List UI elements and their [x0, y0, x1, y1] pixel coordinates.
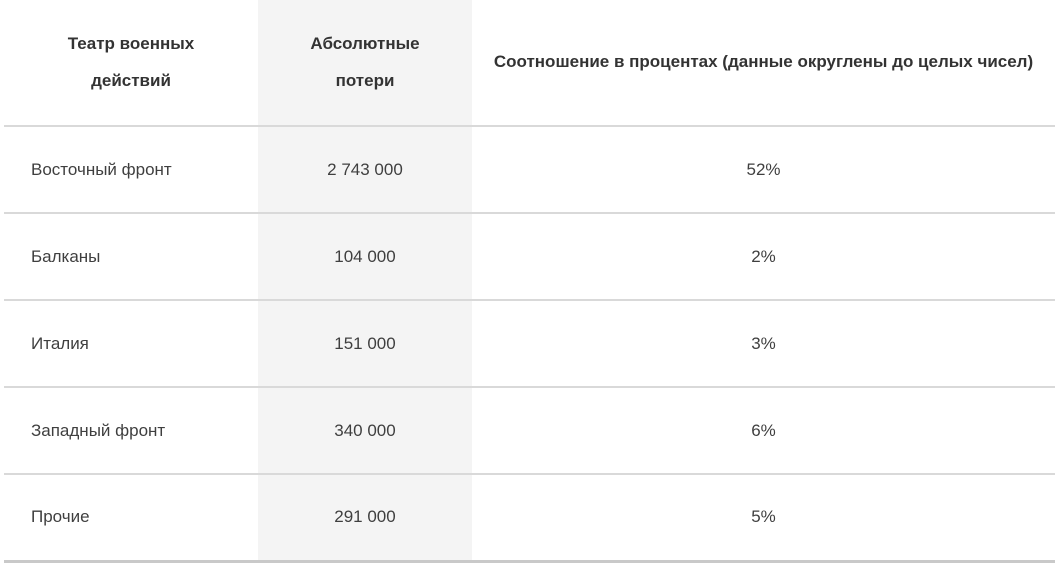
theater-cell: Западный фронт [4, 387, 258, 475]
theater-cell: Балканы [4, 213, 258, 301]
header-losses-label: Абсолютные потери [310, 33, 420, 90]
header-row: Театр военных действий Абсолютные потери… [4, 0, 1055, 127]
theater-cell: Италия [4, 300, 258, 388]
header-losses: Абсолютные потери [258, 0, 472, 127]
header-theater-label: Театр военных действий [67, 33, 195, 90]
losses-cell: 291 000 [258, 474, 472, 563]
percent-cell: 2% [472, 213, 1055, 301]
percent-cell: 6% [472, 387, 1055, 475]
table-row: Италия 151 000 3% [4, 300, 1055, 388]
header-theater: Театр военных действий [4, 0, 258, 127]
percent-cell: 52% [472, 126, 1055, 214]
table-row: Прочие 291 000 5% [4, 474, 1055, 563]
percent-cell: 5% [472, 474, 1055, 563]
table-row: Балканы 104 000 2% [4, 213, 1055, 301]
header-percent-label: Соотношение в процентах (данные округлен… [493, 52, 1034, 72]
casualty-table: Театр военных действий Абсолютные потери… [4, 0, 1055, 563]
theater-cell: Восточный фронт [4, 126, 258, 214]
table-row: Восточный фронт 2 743 000 52% [4, 126, 1055, 214]
theater-cell: Прочие [4, 474, 258, 563]
percent-cell: 3% [472, 300, 1055, 388]
losses-cell: 151 000 [258, 300, 472, 388]
losses-cell: 2 743 000 [258, 126, 472, 214]
losses-cell: 104 000 [258, 213, 472, 301]
losses-cell: 340 000 [258, 387, 472, 475]
table-row: Западный фронт 340 000 6% [4, 387, 1055, 475]
header-percent: Соотношение в процентах (данные округлен… [472, 0, 1055, 127]
